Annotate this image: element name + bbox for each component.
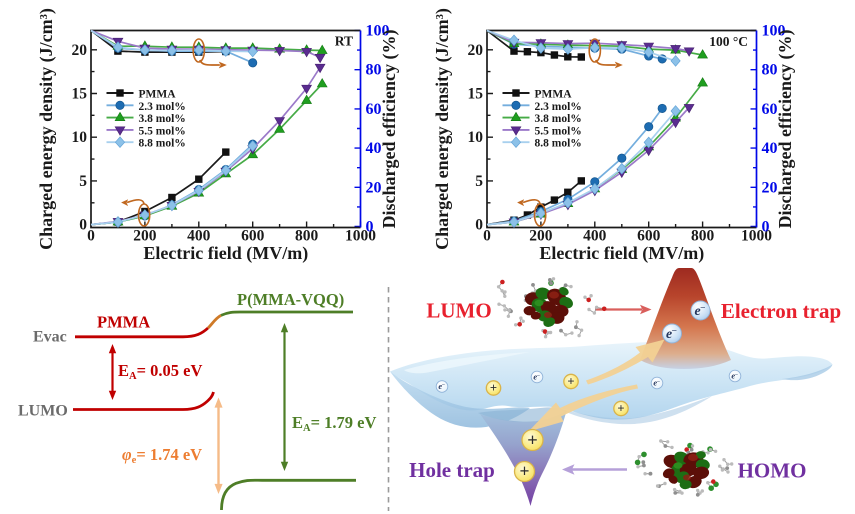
svg-text:3.8 mol%: 3.8 mol% [535,113,582,125]
svg-text:5: 5 [79,173,87,190]
svg-text:Electric field (MV/m): Electric field (MV/m) [539,243,704,264]
svg-text:1000: 1000 [345,228,376,245]
svg-text:Charged energy density (J/cm3): Charged energy density (J/cm3) [36,8,57,250]
svg-text:HOMO: HOMO [738,459,807,483]
svg-text:Charged energy density (J/cm3): Charged energy density (J/cm3) [432,8,453,250]
svg-text:5.5 mol%: 5.5 mol% [139,125,186,137]
svg-text:600: 600 [637,228,661,245]
svg-text:Electric field (MV/m): Electric field (MV/m) [143,243,308,264]
svg-text:2.3 mol%: 2.3 mol% [535,101,582,113]
svg-text:e–: e– [653,378,660,387]
svg-text:EA= 0.05 eV: EA= 0.05 eV [118,361,202,382]
svg-text:20: 20 [366,179,382,196]
svg-text:φe= 1.74 eV: φe= 1.74 eV [122,445,202,466]
svg-text:80: 80 [762,62,778,79]
svg-text:800: 800 [295,228,319,245]
svg-text:600: 600 [241,228,265,245]
svg-text:15: 15 [468,86,484,103]
svg-text:0: 0 [366,219,374,236]
svg-text:400: 400 [187,228,211,245]
svg-text:0: 0 [762,219,770,236]
svg-text:LUMO: LUMO [18,403,68,420]
svg-text:0: 0 [475,217,483,234]
svg-text:e–: e– [533,372,540,381]
svg-text:8.8 mol%: 8.8 mol% [535,138,582,150]
svg-text:80: 80 [366,62,382,79]
svg-text:0: 0 [87,228,95,245]
svg-text:20: 20 [762,179,778,196]
svg-text:200: 200 [529,228,553,245]
svg-text:5: 5 [475,173,483,190]
svg-text:LUMO: LUMO [426,299,491,323]
svg-text:10: 10 [468,129,484,146]
svg-text:+: + [567,375,574,389]
svg-text:Hole trap: Hole trap [409,458,495,482]
svg-text:+: + [617,402,624,416]
svg-text:Discharged efficiency (%): Discharged efficiency (%) [379,30,400,229]
svg-text:PMMA: PMMA [139,89,177,101]
svg-text:e–: e– [731,371,738,380]
svg-text:+: + [490,381,497,395]
svg-text:RT: RT [335,34,353,49]
svg-text:e–: e– [666,325,677,341]
svg-text:Evac: Evac [33,329,67,346]
svg-text:PMMA: PMMA [535,89,573,101]
svg-text:Electron trap: Electron trap [721,299,841,323]
svg-text:15: 15 [72,86,88,103]
svg-text:1000: 1000 [741,228,772,245]
svg-text:+: + [527,430,537,450]
svg-text:60: 60 [366,101,382,118]
svg-text:Discharged efficiency (%): Discharged efficiency (%) [775,30,796,229]
svg-text:0: 0 [79,217,87,234]
svg-text:0: 0 [483,228,491,245]
svg-text:5.5 mol%: 5.5 mol% [535,125,582,137]
svg-text:100: 100 [762,23,786,40]
svg-text:100: 100 [366,23,390,40]
svg-text:200: 200 [133,228,157,245]
svg-text:PMMA: PMMA [97,313,150,332]
svg-text:40: 40 [366,140,382,157]
svg-text:10: 10 [72,129,88,146]
svg-text:e–: e– [438,382,445,391]
svg-text:40: 40 [762,140,778,157]
svg-text:e–: e– [694,302,705,318]
svg-text:400: 400 [583,228,607,245]
svg-text:20: 20 [468,42,484,59]
svg-text:60: 60 [762,101,778,118]
svg-text:8.8 mol%: 8.8 mol% [139,138,186,150]
svg-text:20: 20 [72,42,88,59]
svg-text:P(MMA-VQQ): P(MMA-VQQ) [237,290,344,309]
svg-text:800: 800 [691,228,715,245]
svg-text:100 °C: 100 °C [709,34,748,49]
svg-text:+: + [520,461,530,481]
svg-text:2.3 mol%: 2.3 mol% [139,101,186,113]
svg-text:3.8 mol%: 3.8 mol% [139,113,186,125]
svg-text:EA= 1.79 eV: EA= 1.79 eV [292,413,376,434]
